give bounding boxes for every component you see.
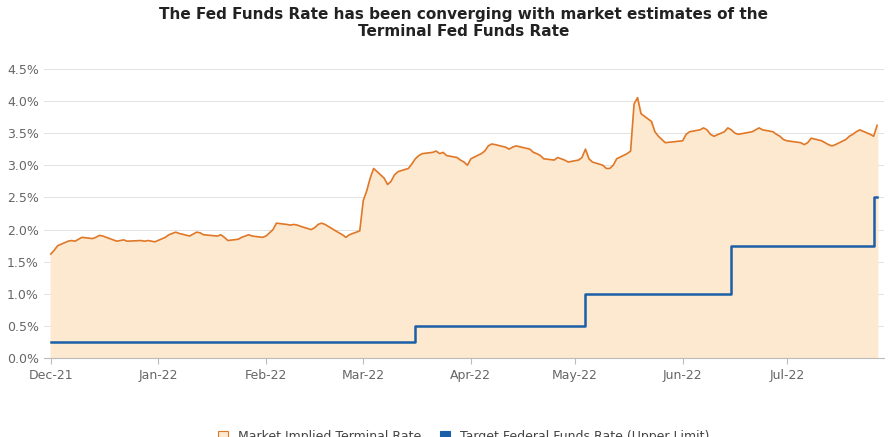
Title: The Fed Funds Rate has been converging with market estimates of the
Terminal Fed: The Fed Funds Rate has been converging w…	[159, 7, 768, 39]
Legend: Market Implied Terminal Rate, Target Federal Funds Rate (Upper Limit): Market Implied Terminal Rate, Target Fed…	[218, 430, 709, 437]
